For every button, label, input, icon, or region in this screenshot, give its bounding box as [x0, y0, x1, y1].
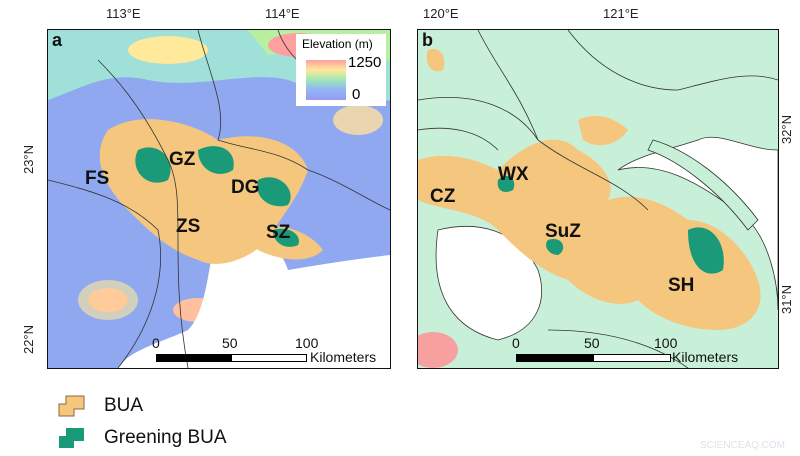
greening-bua-swatch-icon — [59, 428, 84, 448]
city-label: CZ — [430, 186, 456, 207]
city-label: GZ — [169, 149, 196, 170]
lat-tick: 32°N — [779, 114, 795, 145]
map-panel-b[interactable]: b CZ WX SuZ SH 0 50 100 Kilometers — [417, 29, 779, 369]
scale-bar — [156, 354, 231, 362]
scale-bar-segment — [593, 354, 671, 362]
city-label: SZ — [266, 222, 291, 243]
scale-bar — [516, 354, 593, 362]
scale-tick: 50 — [222, 335, 238, 351]
lat-tick: 31°N — [779, 284, 795, 315]
scale-unit: Kilometers — [672, 349, 739, 365]
lat-tick: 23°N — [21, 144, 37, 175]
panel-label: b — [422, 30, 433, 50]
bua-swatch-icon — [58, 395, 85, 417]
lat-tick: 22°N — [21, 324, 37, 355]
scale-tick: 50 — [584, 335, 600, 351]
city-label: ZS — [176, 216, 201, 237]
city-label: SH — [668, 275, 695, 296]
elevation-max: 1250 — [348, 54, 382, 71]
elevation-legend-title: Elevation (m) — [302, 37, 373, 51]
scale-bar-segment — [231, 354, 307, 362]
legend-label: Greening BUA — [104, 427, 227, 448]
lon-tick: 114°E — [265, 6, 300, 21]
scale-tick: 0 — [152, 335, 160, 351]
scale-tick: 100 — [654, 335, 678, 351]
watermark: SCIENCEAQ.COM — [700, 440, 786, 451]
panel-label: a — [52, 30, 63, 50]
scale-tick: 0 — [512, 335, 520, 351]
land-map — [418, 30, 778, 368]
scale-tick: 100 — [295, 335, 319, 351]
city-label: DG — [231, 177, 260, 198]
elevation-min: 0 — [352, 86, 361, 103]
elevation-color-ramp — [306, 60, 346, 100]
elevation-legend: Elevation (m) 1250 0 — [296, 34, 386, 106]
city-label: FS — [85, 168, 110, 189]
lon-tick: 121°E — [603, 6, 639, 21]
city-label: WX — [498, 164, 529, 185]
lon-tick: 120°E — [423, 6, 459, 21]
scale-unit: Kilometers — [310, 349, 377, 365]
legend-label: BUA — [104, 395, 144, 416]
lon-tick: 113°E — [106, 6, 141, 21]
city-label: SuZ — [545, 221, 581, 242]
map-panel-a[interactable]: a Elevation (m) 1250 0 FS GZ DG ZS SZ 0 … — [47, 29, 391, 369]
